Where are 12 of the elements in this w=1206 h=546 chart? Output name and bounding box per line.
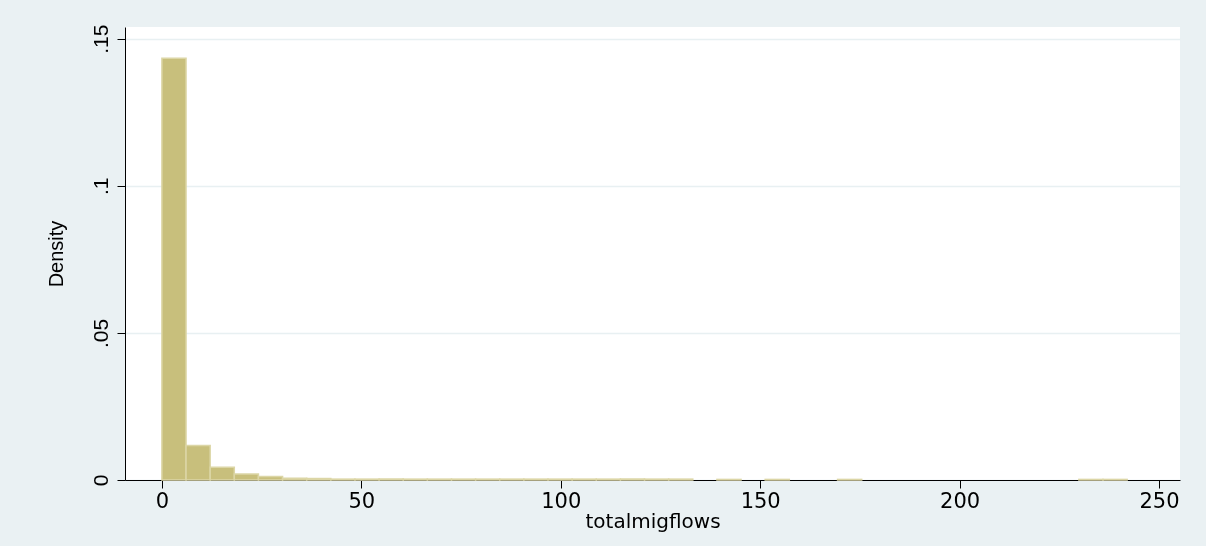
x-axis-title: totalmigflows [585, 508, 721, 533]
y-axis-title: Density [44, 220, 67, 288]
x-tick-label: 0 [155, 488, 170, 513]
x-tick-label: 200 [940, 488, 981, 513]
x-tick-label: 50 [348, 488, 376, 513]
y-tick-label: .15 [88, 24, 112, 54]
x-tick-label: 100 [541, 488, 582, 513]
y-tick-label: .05 [88, 318, 112, 349]
x-tick-label: 150 [740, 488, 781, 513]
y-tick-label: 0 [88, 474, 112, 487]
y-tick-label: .1 [88, 177, 112, 196]
x-tick-label: 250 [1139, 488, 1180, 513]
